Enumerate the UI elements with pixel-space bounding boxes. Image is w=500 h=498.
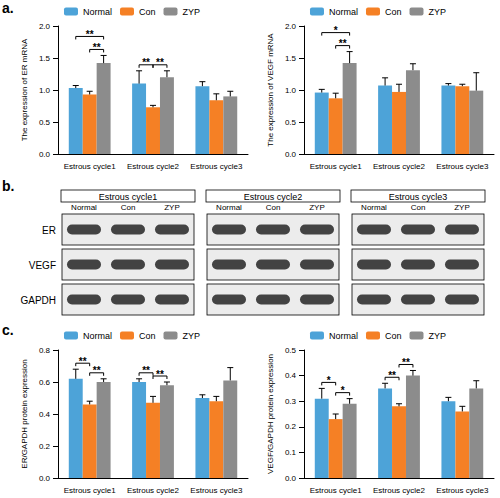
svg-text:Estrous cycle2: Estrous cycle2 [244,192,303,202]
svg-text:Estrous cycle1: Estrous cycle1 [64,486,117,495]
svg-text:Normal: Normal [216,203,242,212]
svg-text:Con: Con [411,203,426,212]
svg-text:Normal: Normal [329,7,358,17]
svg-text:*: * [334,25,338,36]
svg-text:**: ** [156,369,164,380]
svg-text:ZYP: ZYP [164,203,180,212]
svg-text:Estrous cycle3: Estrous cycle3 [389,192,448,202]
html-text:a.: a. [2,0,14,16]
svg-text:0.1: 0.1 [285,448,297,457]
svg-text:**: ** [79,356,87,367]
svg-text:0.6: 0.6 [39,378,51,387]
svg-text:ZYP: ZYP [429,331,447,341]
svg-text:Normal: Normal [71,203,97,212]
svg-text:Estrous cycle2: Estrous cycle2 [127,162,180,171]
svg-text:2.0: 2.0 [39,22,51,31]
svg-text:ER: ER [42,225,56,236]
svg-text:0.5: 0.5 [285,346,297,355]
svg-text:0.0: 0.0 [285,150,297,159]
svg-text:Estrous cycle3: Estrous cycle3 [190,162,243,171]
html-text:c.: c. [2,322,14,338]
svg-text:VEGF/GAPDH protein expression: VEGF/GAPDH protein expression [266,354,275,474]
svg-text:ZYP: ZYP [183,331,201,341]
svg-text:Estrous cycle1: Estrous cycle1 [310,486,363,495]
svg-text:Estrous cycle3: Estrous cycle3 [436,162,489,171]
svg-text:Estrous cycle1: Estrous cycle1 [64,162,117,171]
svg-text:**: ** [388,370,396,381]
svg-text:Estrous cycle2: Estrous cycle2 [127,486,180,495]
svg-text:**: ** [93,365,101,376]
svg-text:The expression of ER mRNA: The expression of ER mRNA [20,38,29,141]
svg-text:Estrous cycle2: Estrous cycle2 [373,162,426,171]
svg-text:ZYP: ZYP [429,7,447,17]
svg-text:**: ** [142,365,150,376]
svg-text:0.4: 0.4 [285,371,297,380]
svg-text:Estrous cycle3: Estrous cycle3 [190,486,243,495]
svg-text:0.5: 0.5 [285,118,297,127]
svg-text:0.4: 0.4 [39,410,51,419]
svg-text:1.0: 1.0 [285,86,297,95]
svg-text:ER/GAPDH protein expression: ER/GAPDH protein expression [20,359,29,468]
svg-text:GAPDH: GAPDH [20,295,56,306]
svg-text:The expression of VEGF mRNA: The expression of VEGF mRNA [266,33,275,147]
svg-text:0.5: 0.5 [39,118,51,127]
svg-text:0.8: 0.8 [39,346,51,355]
svg-text:1.5: 1.5 [39,54,51,63]
svg-text:Con: Con [121,203,136,212]
svg-text:Con: Con [139,7,156,17]
svg-text:ZYP: ZYP [454,203,470,212]
svg-text:Con: Con [266,203,281,212]
svg-text:0.0: 0.0 [39,150,51,159]
svg-text:2.0: 2.0 [285,22,297,31]
svg-text:Con: Con [385,7,402,17]
svg-text:Con: Con [385,331,402,341]
svg-text:1.5: 1.5 [285,54,297,63]
svg-text:Estrous cycle1: Estrous cycle1 [310,162,363,171]
svg-text:VEGF: VEGF [29,260,56,271]
svg-text:**: ** [93,42,101,53]
svg-text:ZYP: ZYP [309,203,325,212]
svg-text:Con: Con [139,331,156,341]
svg-text:Estrous cycle2: Estrous cycle2 [373,486,426,495]
svg-text:**: ** [142,57,150,68]
svg-text:Normal: Normal [329,331,358,341]
svg-text:0.2: 0.2 [285,422,297,431]
svg-text:Estrous cycle1: Estrous cycle1 [99,192,158,202]
svg-text:Normal: Normal [361,203,387,212]
svg-text:ZYP: ZYP [183,7,201,17]
svg-text:0.0: 0.0 [285,474,297,483]
svg-text:Estrous cycle3: Estrous cycle3 [436,486,489,495]
svg-text:**: ** [402,357,410,368]
svg-text:**: ** [339,38,347,49]
svg-text:**: ** [156,57,164,68]
svg-text:0.3: 0.3 [285,397,297,406]
svg-text:**: ** [86,29,94,40]
svg-text:1.0: 1.0 [39,86,51,95]
svg-text:Normal: Normal [83,331,112,341]
svg-text:*: * [327,375,331,386]
svg-text:Normal: Normal [83,7,112,17]
svg-text:0.2: 0.2 [39,442,51,451]
svg-text:*: * [341,385,345,396]
svg-text:0.0: 0.0 [39,474,51,483]
html-text:b.: b. [2,178,15,194]
